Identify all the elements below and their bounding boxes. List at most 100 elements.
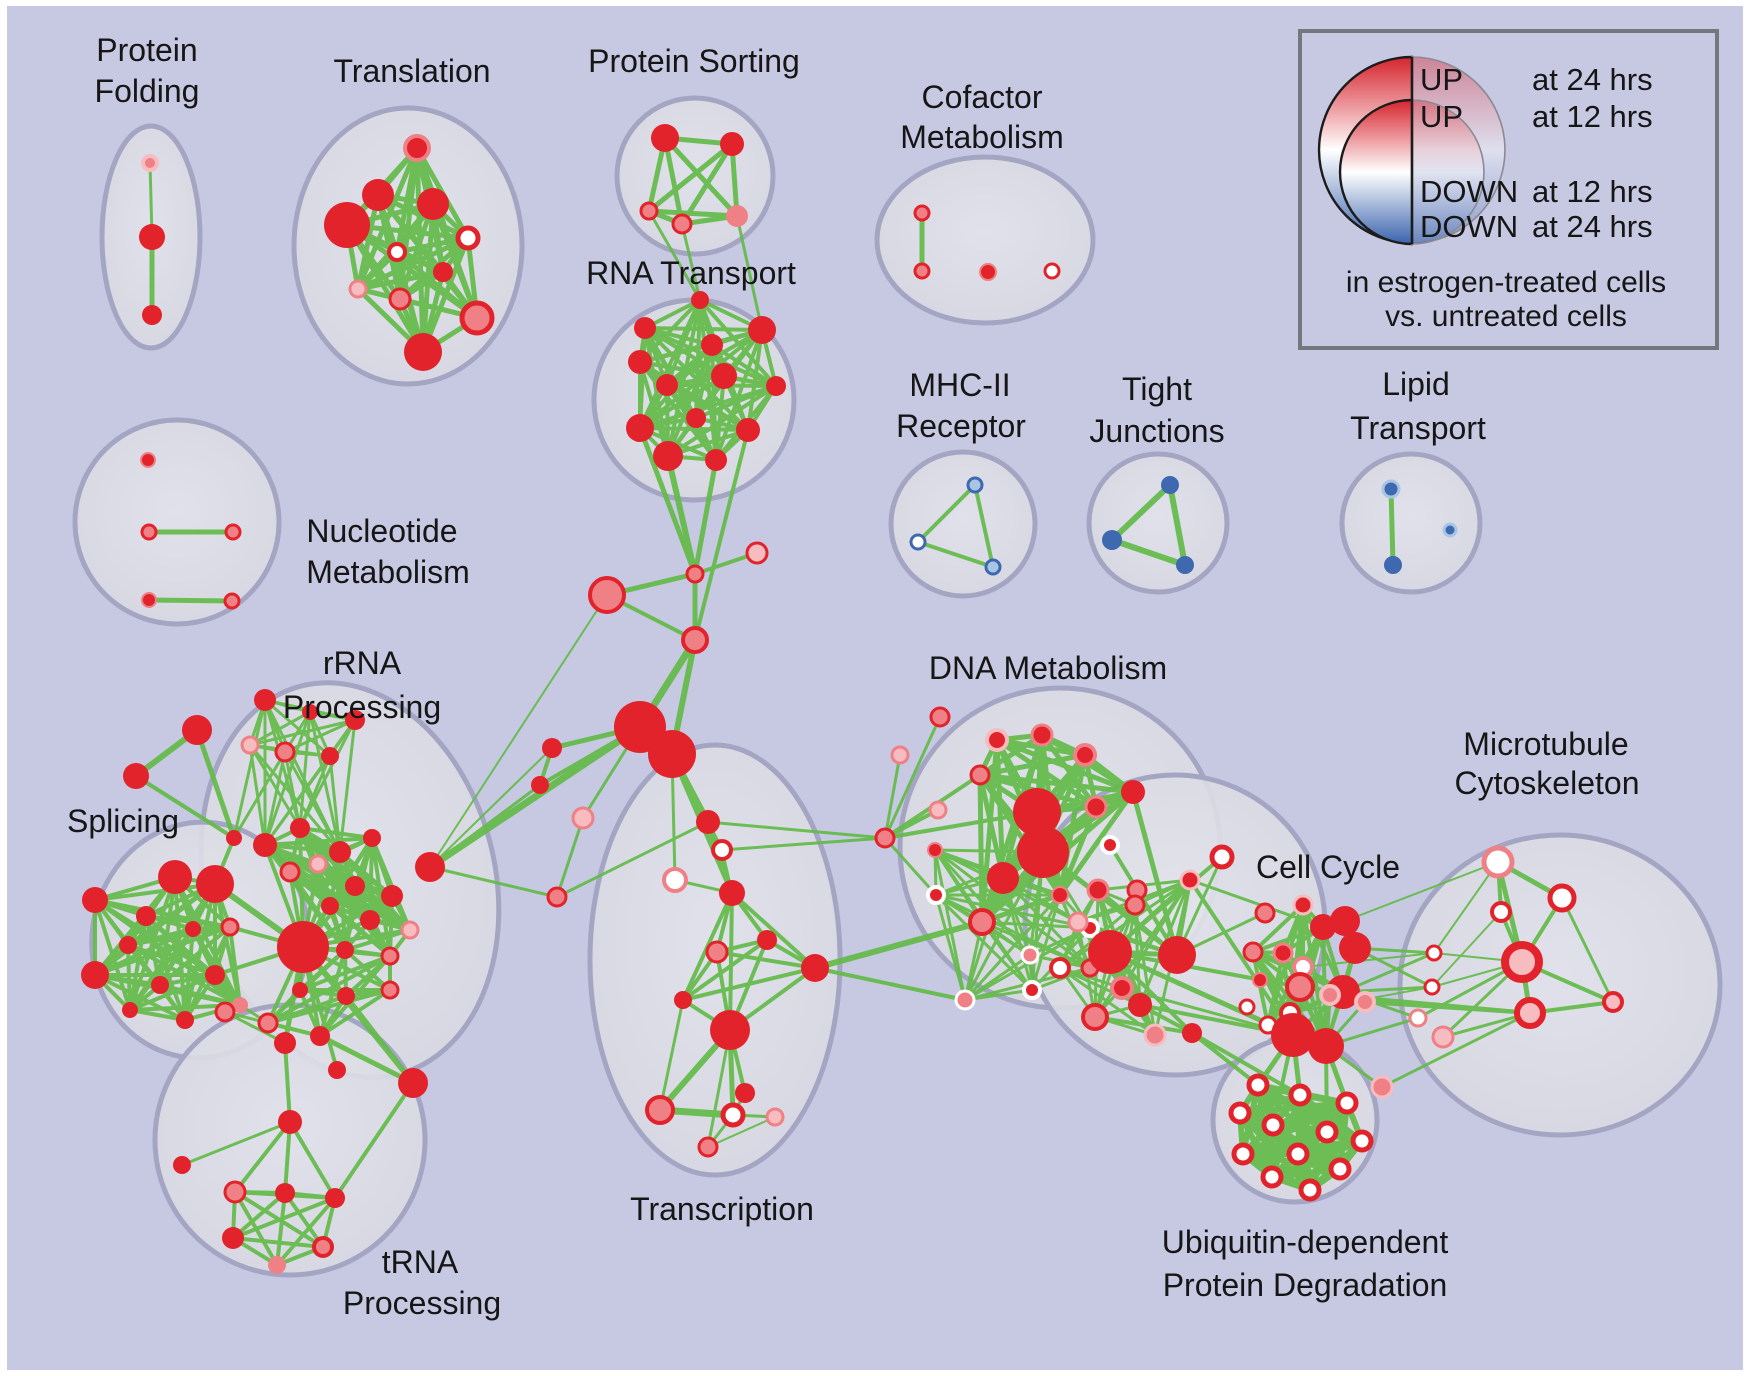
gene-node[interactable] <box>122 1002 138 1018</box>
gene-node[interactable] <box>275 1183 295 1203</box>
gene-node[interactable] <box>223 1180 247 1204</box>
gene-node[interactable] <box>968 908 996 936</box>
gene-node[interactable] <box>1335 1091 1359 1115</box>
gene-node[interactable] <box>312 1236 334 1258</box>
gene-node[interactable] <box>662 867 688 893</box>
gene-node[interactable] <box>214 1001 236 1023</box>
gene-node[interactable] <box>232 997 248 1013</box>
gene-node[interactable] <box>329 841 351 863</box>
gene-node[interactable] <box>696 810 720 834</box>
gene-node[interactable] <box>1254 902 1276 924</box>
gene-node[interactable] <box>345 876 365 896</box>
gene-node[interactable] <box>985 728 1009 752</box>
gene-node[interactable] <box>1602 991 1624 1013</box>
gene-node[interactable] <box>1408 1008 1428 1028</box>
gene-node[interactable] <box>1176 556 1194 574</box>
gene-node[interactable] <box>927 842 943 858</box>
gene-node[interactable] <box>736 418 760 442</box>
gene-node[interactable] <box>82 887 108 913</box>
gene-node[interactable] <box>685 564 705 584</box>
gene-node[interactable] <box>645 1095 675 1125</box>
gene-node[interactable] <box>223 592 241 610</box>
gene-node[interactable] <box>686 408 706 428</box>
gene-node[interactable] <box>639 201 659 221</box>
gene-node[interactable] <box>1030 723 1054 747</box>
gene-node[interactable] <box>268 1256 286 1274</box>
gene-node[interactable] <box>1081 1003 1109 1031</box>
gene-node[interactable] <box>705 449 727 471</box>
gene-node[interactable] <box>697 1136 719 1158</box>
gene-node[interactable] <box>1143 1023 1167 1047</box>
gene-node[interactable] <box>415 852 445 882</box>
gene-node[interactable] <box>628 350 652 374</box>
gene-node[interactable] <box>417 188 449 220</box>
gene-node[interactable] <box>404 333 442 371</box>
gene-node[interactable] <box>345 710 365 730</box>
gene-node[interactable] <box>710 1010 750 1050</box>
gene-node[interactable] <box>1182 1023 1202 1043</box>
gene-node[interactable] <box>1022 980 1042 1000</box>
gene-node[interactable] <box>1124 894 1146 916</box>
gene-node[interactable] <box>1231 1142 1255 1166</box>
gene-node[interactable] <box>653 441 683 471</box>
gene-node[interactable] <box>1238 998 1256 1016</box>
gene-node[interactable] <box>1423 978 1441 996</box>
gene-node[interactable] <box>1110 976 1134 1000</box>
gene-node[interactable] <box>140 523 158 541</box>
gene-node[interactable] <box>711 839 733 861</box>
gene-node[interactable] <box>1086 878 1110 902</box>
gene-node[interactable] <box>765 1107 785 1127</box>
gene-node[interactable] <box>151 976 169 994</box>
gene-node[interactable] <box>81 961 109 989</box>
gene-node[interactable] <box>890 745 910 765</box>
gene-node[interactable] <box>720 132 744 156</box>
gene-node[interactable] <box>928 800 948 820</box>
gene-node[interactable] <box>398 1068 428 1098</box>
gene-node[interactable] <box>705 940 729 964</box>
gene-node[interactable] <box>1260 1165 1284 1189</box>
gene-node[interactable] <box>719 880 745 906</box>
gene-node[interactable] <box>336 941 354 959</box>
gene-node[interactable] <box>226 830 242 846</box>
gene-node[interactable] <box>142 305 162 325</box>
gene-node[interactable] <box>1547 883 1577 913</box>
gene-node[interactable] <box>123 763 149 789</box>
gene-node[interactable] <box>726 205 748 227</box>
gene-node[interactable] <box>987 862 1019 894</box>
gene-node[interactable] <box>1158 936 1196 974</box>
gene-node[interactable] <box>459 300 495 336</box>
gene-node[interactable] <box>1339 932 1371 964</box>
gene-node[interactable] <box>648 730 696 778</box>
gene-node[interactable] <box>321 897 339 915</box>
gene-node[interactable] <box>388 287 412 311</box>
gene-node[interactable] <box>969 764 991 786</box>
gene-node[interactable] <box>979 263 997 281</box>
gene-node[interactable] <box>139 224 165 250</box>
gene-node[interactable] <box>748 316 776 344</box>
gene-node[interactable] <box>224 523 242 541</box>
gene-node[interactable] <box>1310 914 1336 940</box>
gene-node[interactable] <box>745 541 769 565</box>
gene-node[interactable] <box>257 1012 279 1034</box>
gene-node[interactable] <box>701 334 723 356</box>
gene-node[interactable] <box>141 592 157 608</box>
gene-node[interactable] <box>1354 991 1376 1013</box>
gene-node[interactable] <box>542 738 562 758</box>
gene-node[interactable] <box>302 704 318 720</box>
gene-node[interactable] <box>1272 942 1294 964</box>
gene-node[interactable] <box>1252 972 1268 988</box>
gene-node[interactable] <box>1288 1083 1312 1107</box>
gene-node[interactable] <box>954 989 976 1011</box>
gene-node[interactable] <box>325 1188 345 1208</box>
gene-node[interactable] <box>1286 1142 1310 1166</box>
gene-node[interactable] <box>433 262 453 282</box>
gene-node[interactable] <box>1319 984 1341 1006</box>
gene-node[interactable] <box>1384 556 1402 574</box>
gene-node[interactable] <box>1073 743 1097 767</box>
gene-node[interactable] <box>874 827 896 849</box>
gene-node[interactable] <box>1350 1129 1374 1153</box>
gene-node[interactable] <box>1049 957 1071 979</box>
gene-node[interactable] <box>176 1011 194 1029</box>
gene-node[interactable] <box>380 980 400 1000</box>
gene-node[interactable] <box>182 715 212 745</box>
